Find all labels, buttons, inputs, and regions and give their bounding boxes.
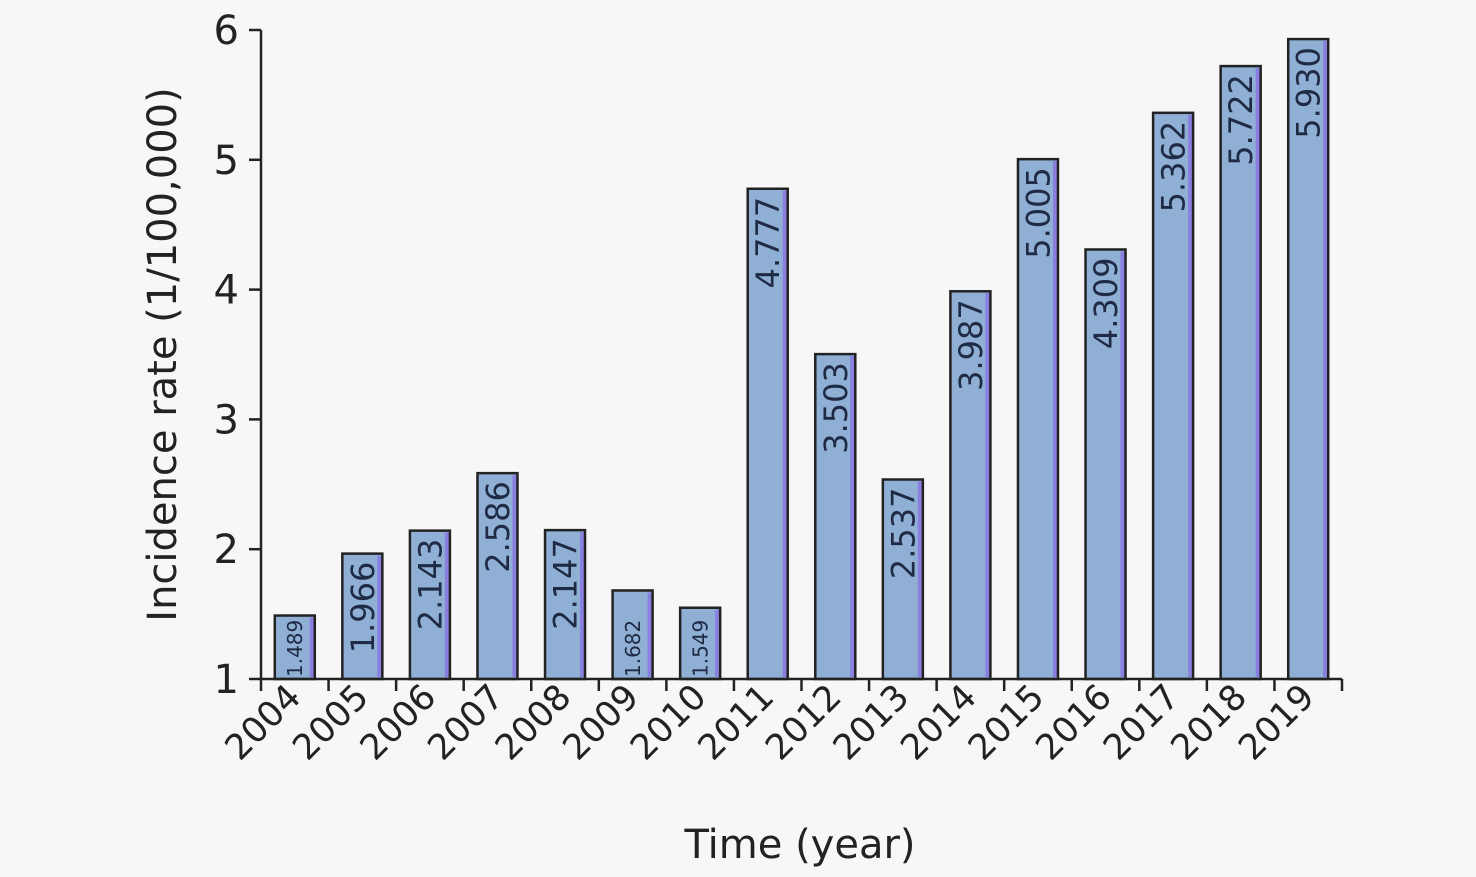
- bar-fill: [477, 473, 518, 679]
- bar-value-label: 5.005: [1019, 167, 1057, 259]
- bar-value-label: 5.722: [1222, 74, 1260, 166]
- x-tick-label: 2013: [826, 677, 917, 768]
- x-tick-label: 2012: [758, 677, 849, 768]
- x-tick-label: 2007: [421, 677, 512, 768]
- y-tick-label: 6: [214, 8, 239, 54]
- bar-2011: [746, 187, 789, 681]
- bar-value-label: 4.309: [1087, 257, 1125, 349]
- bar-value-label: 2.143: [411, 539, 449, 631]
- bar-value-label: 2.537: [884, 487, 922, 579]
- bar-fill: [1085, 249, 1126, 679]
- y-tick-label: 2: [214, 527, 239, 573]
- bar-fill: [1288, 39, 1329, 679]
- bar-2006: [408, 529, 452, 681]
- bar-fill: [1220, 66, 1261, 679]
- bar-value-label: 5.930: [1290, 47, 1328, 139]
- bar-value-label: 1.682: [621, 620, 645, 677]
- bar-value-label: 1.966: [344, 562, 382, 654]
- bar-fill: [815, 354, 856, 679]
- bar-fill: [882, 479, 923, 679]
- bar-2009: [611, 589, 654, 681]
- x-tick-label: 2011: [691, 677, 782, 768]
- x-tick-label: 2010: [623, 677, 714, 768]
- bar-2010: [678, 606, 722, 681]
- bar-value-label: 3.987: [952, 299, 990, 391]
- bar-2016: [1084, 248, 1127, 681]
- bar-value-label: 1.489: [283, 620, 307, 677]
- x-tick-label: 2019: [1231, 677, 1322, 768]
- x-tick-label: 2005: [285, 677, 376, 768]
- x-tick-label: 2006: [353, 677, 444, 768]
- bar-2019: [1286, 37, 1330, 681]
- x-axis-title: Time (year): [683, 822, 915, 868]
- bar-2005: [341, 552, 384, 681]
- bar-2015: [1016, 157, 1060, 681]
- bar-fill: [342, 553, 383, 679]
- x-tick-label: 2018: [1164, 677, 1255, 768]
- bar-value-label: 4.777: [749, 197, 787, 289]
- x-tick-label: 2016: [1029, 677, 1120, 768]
- x-tick-label: 2008: [488, 677, 579, 768]
- bar-value-label: 2.147: [547, 538, 585, 630]
- bar-fill: [950, 291, 991, 679]
- bar-fill: [680, 607, 721, 679]
- y-tick-label: 1: [214, 657, 239, 703]
- bar-2008: [543, 528, 587, 681]
- y-axis-title: Incidence rate (1/100,000): [140, 87, 186, 621]
- x-tick-label: 2014: [893, 677, 984, 768]
- bar-value-label: 3.503: [817, 362, 855, 454]
- bar-fill: [545, 530, 586, 679]
- bar-fill: [409, 530, 450, 679]
- bar-value-label: 1.549: [688, 620, 712, 677]
- y-tick-label: 3: [214, 397, 239, 443]
- bar-fill: [274, 615, 315, 679]
- y-tick-label: 5: [214, 138, 239, 184]
- bar-fill: [747, 188, 788, 679]
- x-tick-label: 2017: [1096, 677, 1187, 768]
- bar-fill: [1153, 112, 1194, 680]
- bar-2012: [814, 352, 857, 681]
- y-tick-label: 4: [214, 268, 239, 314]
- bar-fill: [612, 590, 653, 679]
- bar-2014: [949, 290, 992, 681]
- y-ticks-group: 1 2 3 4 5 6: [214, 8, 261, 703]
- bar-value-label: 5.362: [1155, 121, 1193, 213]
- bar-2018: [1219, 64, 1262, 681]
- bar-fill: [1017, 159, 1058, 679]
- bar-value-label: 2.586: [479, 481, 517, 573]
- x-tick-label: 2009: [556, 677, 647, 768]
- bar-2013: [881, 478, 925, 681]
- value-labels-group: 1.489 1.966 2.143 2.586 2.147 1.682 1.549 4.777…: [283, 47, 1328, 677]
- x-ticks-group: 2004200520062007200820092010201120122013…: [218, 677, 1344, 768]
- x-tick-label: 2015: [961, 677, 1052, 768]
